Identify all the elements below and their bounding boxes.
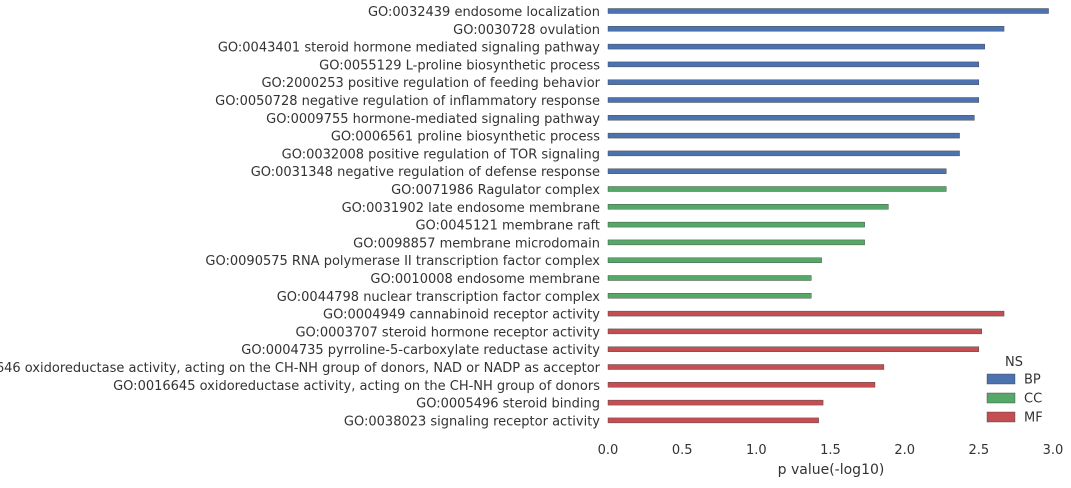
x-tick-label: 1.5: [820, 443, 841, 458]
bar-cc: [607, 221, 865, 228]
x-tick-label: 0.0: [598, 443, 619, 458]
x-tick-label: 3.0: [1043, 443, 1064, 458]
bar-mf: [607, 346, 980, 352]
legend-label-cc: CC: [1024, 392, 1042, 407]
category-label: GO:0030728 ovulation: [453, 23, 600, 38]
category-label: GO:0016646 oxidoreductase activity, acti…: [0, 361, 601, 376]
bar-bp: [607, 97, 980, 103]
x-tick-label: 0.5: [672, 443, 693, 458]
x-tick-label: 2.5: [968, 443, 989, 458]
category-labels: GO:0032439 endosome localization GO:00307…: [0, 5, 601, 429]
bar-mf: [607, 328, 982, 335]
category-label: GO:0003707 steroid hormone receptor acti…: [295, 325, 600, 340]
bar-cc: [607, 275, 812, 281]
x-axis-ticks: 0.0 0.5 1.0 1.5 2.0 2.5 3.0: [598, 443, 1064, 458]
legend: NS BP CC MF: [986, 355, 1043, 426]
bar-bp: [607, 61, 980, 68]
bar-bp: [607, 115, 975, 121]
bar-cc: [607, 186, 947, 192]
category-label: GO:0010008 endosome membrane: [370, 272, 600, 287]
bar-bp: [607, 43, 985, 50]
category-label: GO:0045121 membrane raft: [415, 219, 600, 234]
category-label: GO:0038023 signaling receptor activity: [344, 414, 600, 429]
x-tick-label: 1.0: [746, 443, 767, 458]
category-label: GO:0032008 positive regulation of TOR si…: [282, 147, 600, 162]
bar-bp: [607, 26, 1005, 32]
category-label: GO:0055129 L-proline biosynthetic proces…: [319, 58, 600, 73]
category-label: GO:0071986 Ragulator complex: [391, 183, 600, 198]
legend-entries: BP CC MF: [986, 373, 1043, 426]
bar-bp: [607, 8, 1049, 14]
bar-cc: [607, 239, 865, 246]
category-label: GO:0098857 membrane microdomain: [353, 236, 600, 251]
bar-bp: [607, 132, 960, 139]
category-label: GO:0050728 negative regulation of inflam…: [215, 94, 600, 109]
bar-bp: [607, 79, 980, 85]
bar-bp: [607, 150, 960, 157]
bar-bp: [607, 168, 947, 174]
bar-mf: [607, 382, 876, 388]
category-label: GO:0044798 nuclear transcription factor …: [277, 290, 601, 305]
legend-swatch-mf: [986, 411, 1016, 423]
category-label: GO:0090575 RNA polymerase II transcripti…: [205, 254, 600, 269]
category-label: GO:0004949 cannabinoid receptor activity: [323, 308, 600, 323]
category-label: GO:0016645 oxidoreductase activity, acti…: [113, 379, 600, 394]
bar-mf: [607, 364, 885, 370]
legend-swatch-cc: [986, 392, 1016, 404]
category-label: GO:0031348 negative regulation of defens…: [251, 165, 600, 180]
category-label: GO:0005496 steroid binding: [416, 397, 600, 412]
bar-cc: [607, 204, 889, 210]
category-label: GO:0004735 pyrroline-5-carboxylate reduc…: [241, 343, 600, 358]
legend-label-mf: MF: [1024, 411, 1043, 426]
category-label: GO:0031902 late endosome membrane: [342, 201, 600, 216]
bar-cc: [607, 257, 822, 263]
bars-layer: [607, 8, 1049, 424]
category-label: GO:0043401 steroid hormone mediated sign…: [218, 41, 600, 56]
x-axis-title: p value(-log10): [778, 462, 885, 478]
category-label: GO:0032439 endosome localization: [368, 5, 600, 20]
bar-cc: [607, 293, 812, 299]
legend-swatch-bp: [986, 373, 1016, 385]
legend-title: NS: [1005, 355, 1023, 370]
bar-mf: [607, 417, 819, 424]
x-tick-label: 2.0: [894, 443, 915, 458]
category-label: GO:2000253 positive regulation of feedin…: [261, 76, 600, 91]
bar-mf: [607, 310, 1005, 317]
legend-label-bp: BP: [1024, 373, 1041, 388]
category-label: GO:0006561 proline biosynthetic process: [331, 130, 600, 145]
category-label: GO:0009755 hormone-mediated signaling pa…: [266, 112, 600, 127]
bar-mf: [607, 399, 824, 406]
